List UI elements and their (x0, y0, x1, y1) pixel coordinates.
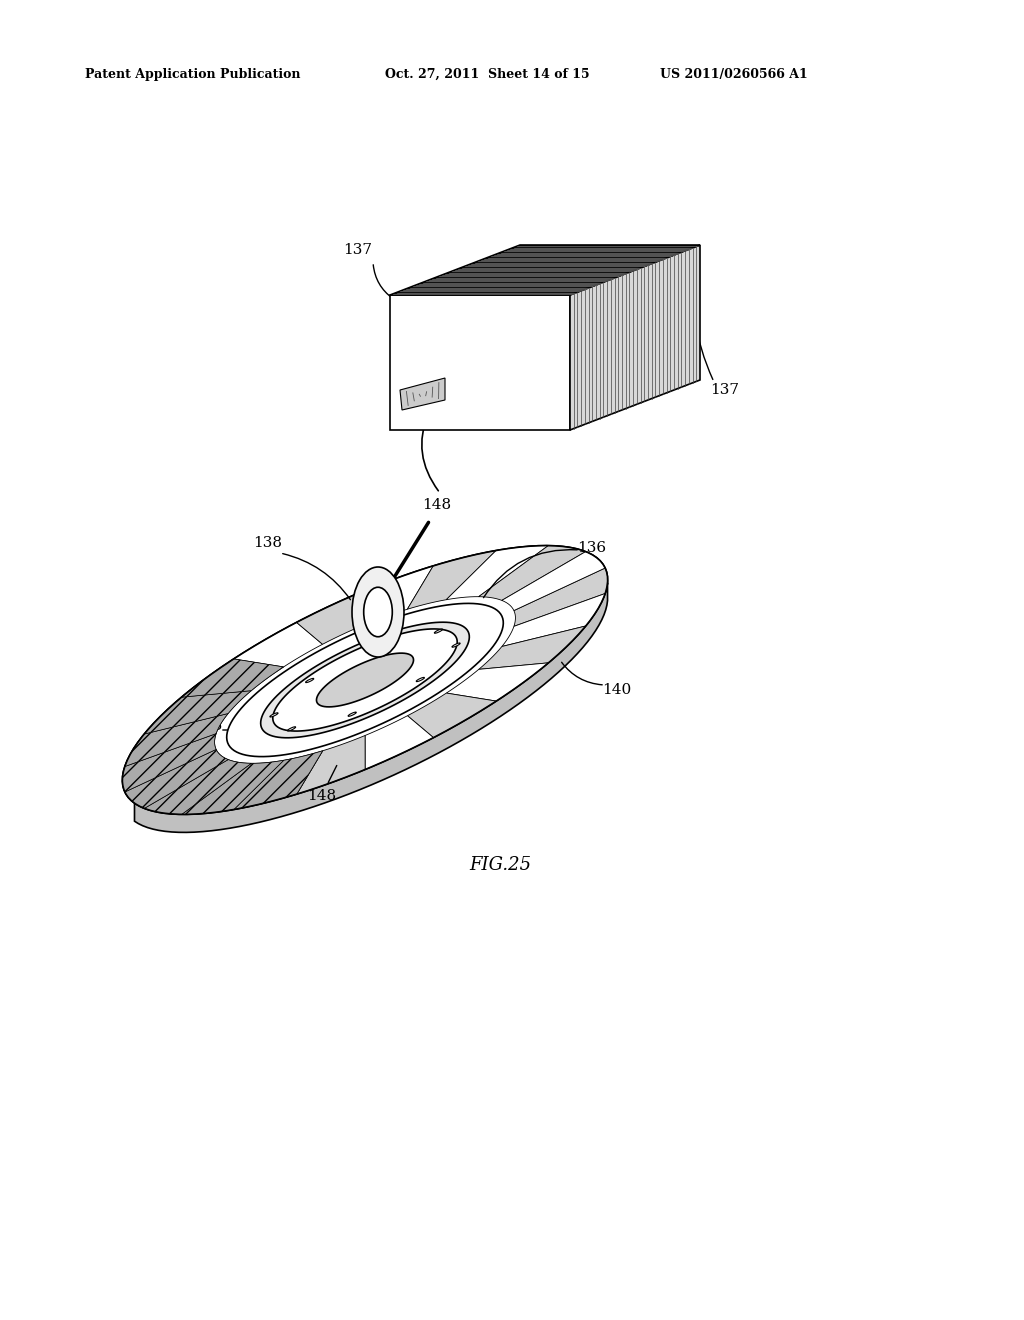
Polygon shape (125, 750, 228, 808)
Polygon shape (134, 582, 607, 833)
Polygon shape (144, 759, 251, 814)
Ellipse shape (434, 630, 442, 634)
Polygon shape (233, 751, 323, 809)
Text: 148: 148 (307, 789, 337, 803)
Polygon shape (297, 735, 366, 795)
Polygon shape (514, 568, 607, 627)
Polygon shape (144, 690, 251, 734)
Text: 146: 146 (194, 719, 222, 733)
Polygon shape (272, 628, 457, 731)
Polygon shape (400, 378, 445, 411)
Polygon shape (570, 246, 700, 430)
Polygon shape (390, 246, 700, 294)
Ellipse shape (416, 677, 424, 681)
Polygon shape (123, 734, 216, 792)
Polygon shape (502, 594, 605, 647)
Polygon shape (478, 545, 586, 601)
Ellipse shape (452, 643, 460, 647)
Text: Patent Application Publication: Patent Application Publication (85, 69, 300, 81)
Polygon shape (226, 603, 504, 756)
Polygon shape (144, 759, 251, 814)
Text: 148: 148 (423, 498, 452, 512)
Polygon shape (366, 715, 433, 770)
Polygon shape (408, 693, 497, 738)
Ellipse shape (374, 644, 382, 648)
Polygon shape (365, 566, 433, 624)
Text: 140: 140 (602, 682, 632, 697)
Polygon shape (125, 714, 228, 767)
Polygon shape (144, 690, 251, 734)
Text: FIG.25: FIG.25 (469, 855, 531, 874)
Polygon shape (181, 659, 284, 697)
Ellipse shape (348, 711, 356, 717)
Polygon shape (261, 622, 469, 738)
Polygon shape (122, 545, 607, 814)
Ellipse shape (305, 678, 313, 682)
Text: 136: 136 (578, 541, 606, 554)
Ellipse shape (364, 587, 392, 636)
Polygon shape (408, 550, 496, 610)
Ellipse shape (288, 727, 296, 731)
Polygon shape (181, 760, 284, 814)
Text: 138: 138 (254, 536, 283, 550)
Polygon shape (125, 714, 228, 767)
Polygon shape (446, 545, 548, 599)
Polygon shape (181, 659, 284, 697)
Polygon shape (316, 653, 414, 708)
Polygon shape (181, 760, 284, 814)
Text: Oct. 27, 2011  Sheet 14 of 15: Oct. 27, 2011 Sheet 14 of 15 (385, 69, 590, 81)
Polygon shape (390, 294, 570, 430)
Polygon shape (297, 590, 365, 644)
Polygon shape (233, 751, 323, 809)
Polygon shape (125, 750, 228, 808)
Ellipse shape (270, 713, 279, 717)
Text: 137: 137 (343, 243, 373, 257)
Polygon shape (502, 552, 605, 611)
Polygon shape (446, 663, 549, 701)
Text: 137: 137 (711, 383, 739, 397)
Text: US 2011/0260566 A1: US 2011/0260566 A1 (660, 69, 808, 81)
Ellipse shape (352, 568, 404, 657)
Polygon shape (123, 734, 216, 792)
Polygon shape (479, 626, 586, 669)
Polygon shape (233, 622, 323, 667)
